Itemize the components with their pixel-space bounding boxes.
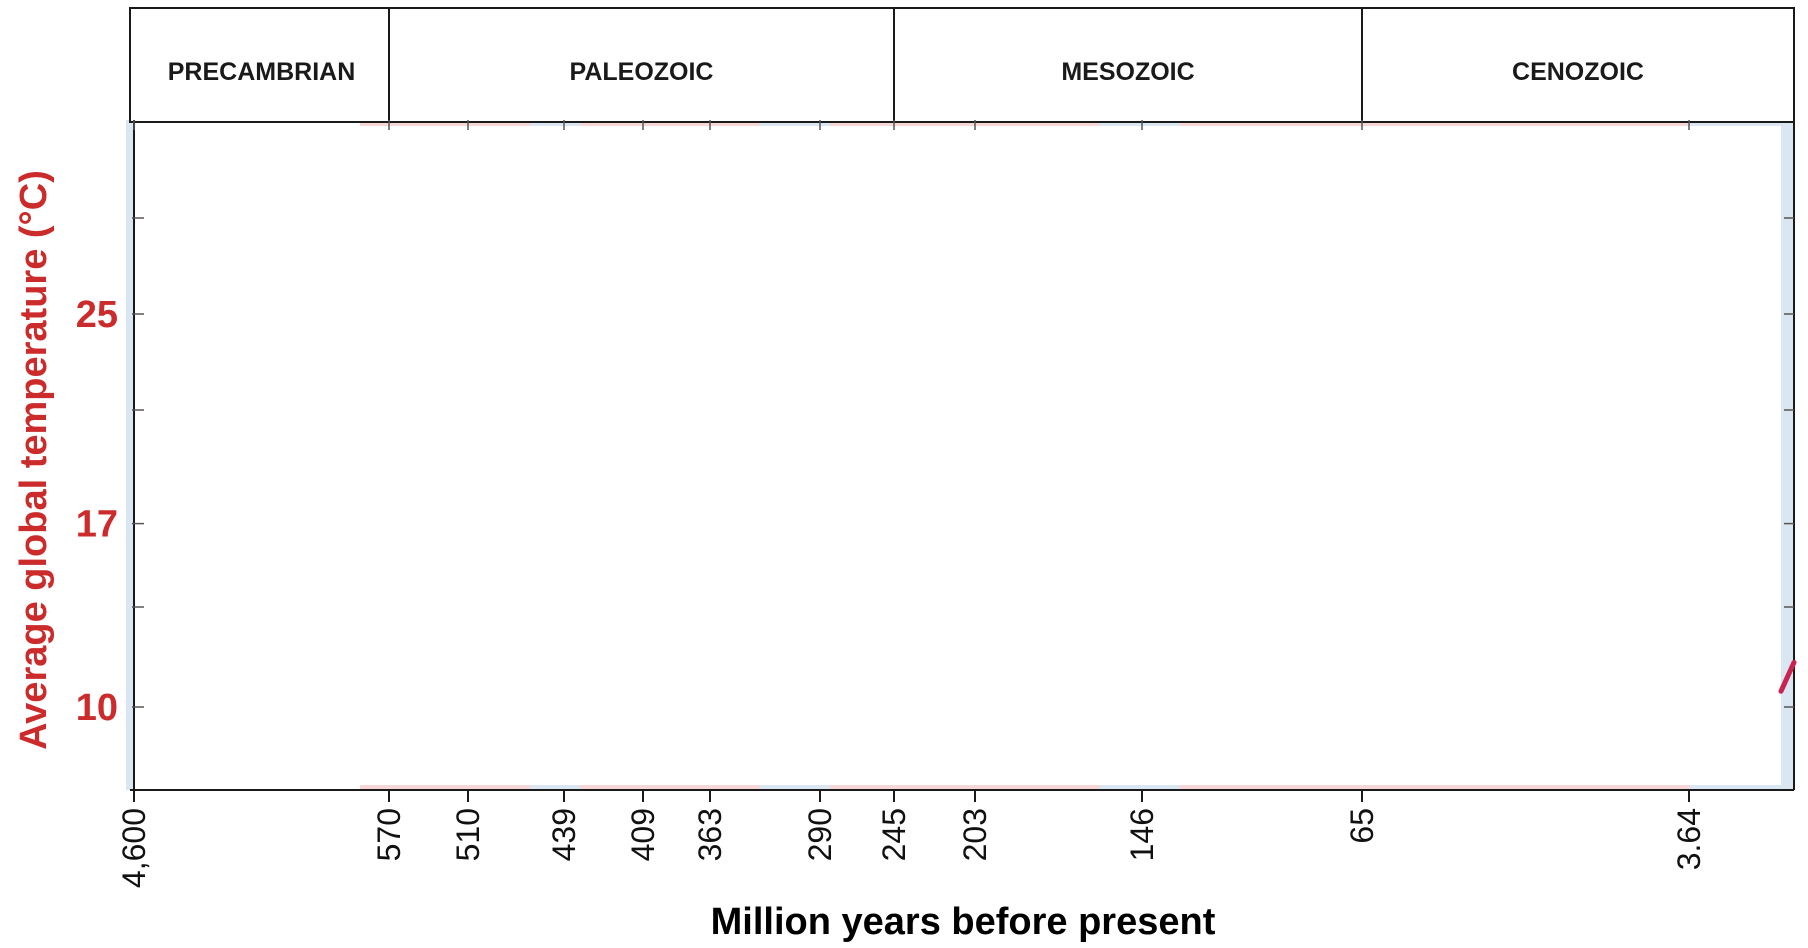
y-axis-title: Average global temperature (°C) [13,170,55,750]
x-axis: 4,600 570 510 439 409 363 290 245 203 146 65 3.64 [116,120,1707,888]
era-label-mesozoic: MESOZOIC [1061,58,1194,86]
y-tick-label-17: 17 [76,504,118,546]
era-header: PRECAMBRIAN PALEOZOIC MESOZOIC CENOZOIC [129,7,1795,123]
x-tick-label: 3.64 [1671,808,1707,870]
x-tick-label: 245 [876,808,912,861]
era-header-box [129,7,1795,123]
x-tick-label: 510 [450,808,486,861]
plot-area [134,126,1781,785]
x-tick-label: 290 [802,808,838,861]
x-axis-title: Million years before present [711,901,1216,943]
x-tick-label: 4,600 [116,808,152,888]
era-label-paleozoic: PALEOZOIC [570,58,714,86]
x-tick-label: 570 [371,808,407,861]
x-tick-label: 363 [692,808,728,861]
era-label-precambrian: PRECAMBRIAN [168,58,356,86]
y-tick-label-25: 25 [76,294,118,336]
x-tick-label: 439 [546,808,582,861]
plot-frame [130,120,1795,791]
band-0 [126,120,134,790]
x-tick-label: 65 [1344,808,1380,844]
era-label-cenozoic: CENOZOIC [1512,58,1644,86]
x-tick-label: 146 [1124,808,1160,861]
band-11 [1781,120,1794,790]
y-axis: 10 17 25 [76,217,1794,729]
y-tick-label-10: 10 [76,687,118,729]
x-tick-label: 203 [957,808,993,861]
series-line-0 [1778,659,1797,694]
series-layer [1778,659,1797,694]
x-tick-label: 409 [625,808,661,861]
